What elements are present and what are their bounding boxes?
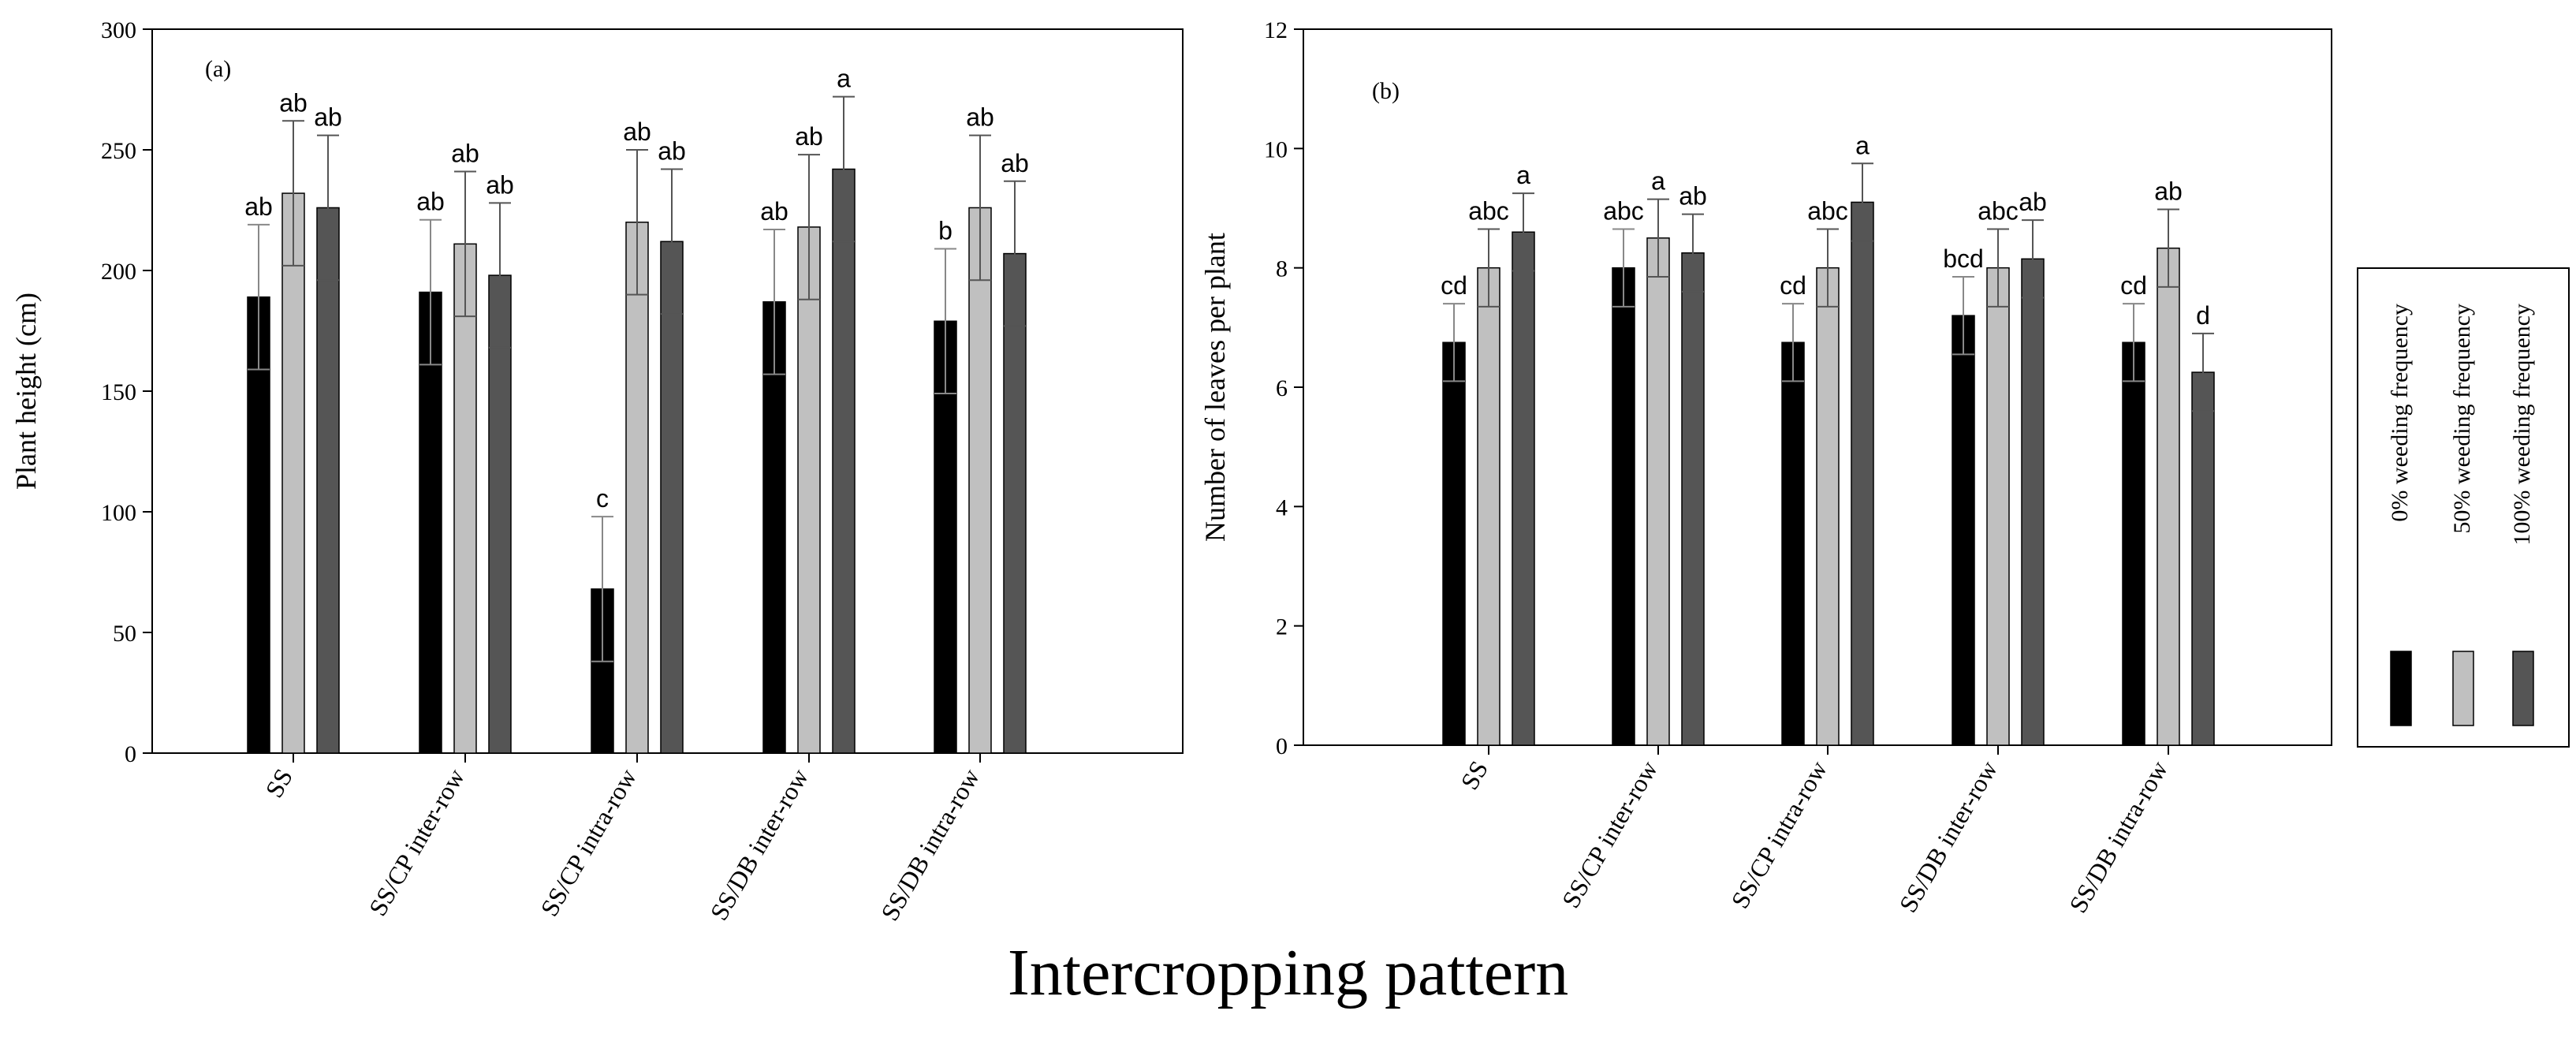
y-tick-label-b: 0 <box>1276 733 1288 759</box>
bar-b <box>1646 237 1670 746</box>
legend-swatch <box>2512 651 2534 726</box>
significance-letter-a: ab <box>795 122 823 151</box>
significance-letter-a: ab <box>623 118 651 146</box>
significance-letter-a: ab <box>416 188 445 216</box>
x-tick-label-b: SS/DB inter-row <box>1893 756 2003 918</box>
bar-b <box>1442 341 1466 746</box>
legend-swatch <box>2390 651 2412 726</box>
significance-letter-a: b <box>938 216 952 244</box>
significance-letter-b: d <box>2196 301 2210 330</box>
bar-b <box>2157 247 2180 746</box>
x-tick-label-b: SS/CP intra-row <box>1725 756 1832 913</box>
legend-label: 0% weeding frequency <box>2387 304 2413 522</box>
chart-panel-b: 0 2 4 6 8 10 12 Number of leaves per plant (b) SS… <box>1199 17 2332 918</box>
bar-a <box>797 226 821 754</box>
significance-letter-b: a <box>1651 167 1665 196</box>
y-tick-label-b: 4 <box>1276 494 1288 520</box>
y-tick-label-b: 12 <box>1264 17 1288 43</box>
y-tick-label-a: 200 <box>101 259 136 285</box>
x-tick-label-a: SS/DB inter-row <box>704 764 814 926</box>
y-tick-label-a: 300 <box>101 17 136 43</box>
bar-b <box>1477 267 1500 746</box>
x-tick-label-b: SS/CP inter-row <box>1556 756 1663 913</box>
x-tick-label-a: SS/CP inter-row <box>363 764 470 921</box>
significance-letter-a: ab <box>658 136 686 165</box>
y-tick-label-b: 10 <box>1264 136 1288 162</box>
bar-a <box>762 301 786 754</box>
bar-b <box>1512 231 1535 746</box>
significance-letter-a: ab <box>966 103 994 132</box>
bar-b <box>1781 341 1805 746</box>
significance-letter-a: ab <box>486 170 514 199</box>
bar-a <box>316 207 340 754</box>
significance-letter-b: a <box>1516 161 1530 189</box>
significance-letter-a: ab <box>244 192 273 221</box>
y-tick-label-b: 2 <box>1276 614 1288 640</box>
significance-letter-a: ab <box>279 88 308 117</box>
significance-letter-a: ab <box>760 197 788 226</box>
significance-letter-a: a <box>837 65 851 93</box>
legend-label: 100% weeding frequency <box>2509 304 2535 546</box>
panel-label-a: (a) <box>205 56 231 82</box>
y-tick-label-b: 6 <box>1276 375 1288 401</box>
bar-a <box>453 243 477 754</box>
x-tick-label-b: SS <box>1455 756 1493 795</box>
significance-letter-b: ab <box>1679 182 1707 211</box>
chart-panel-a: 0 50 100 150 200 250 300 Plant height (cm) (a) SS… <box>10 17 1184 926</box>
y-tick-label-a: 50 <box>113 621 136 647</box>
significance-letter-b: abc <box>1807 196 1848 225</box>
significance-letter-b: a <box>1855 131 1870 159</box>
significance-letter-b: ab <box>2019 188 2047 216</box>
bar-a <box>488 274 512 754</box>
significance-letter-b: cd <box>2120 271 2147 300</box>
bar-b <box>1986 267 2010 746</box>
x-tick-label-a: SS/CP intra-row <box>535 764 642 921</box>
significance-letter-b: ab <box>2154 177 2183 206</box>
significance-letter-b: cd <box>1780 271 1806 300</box>
bar-b <box>1851 201 1874 746</box>
x-tick-label-b: SS/DB intra-row <box>2063 756 2173 918</box>
x-tick-label-a: SS <box>259 764 298 803</box>
y-axis-label-b: Number of leaves per plant <box>1199 233 1231 542</box>
y-tick-label-a: 100 <box>101 500 136 526</box>
bar-a <box>625 222 649 754</box>
bar-a <box>832 168 856 754</box>
bar-b <box>2191 371 2215 746</box>
significance-letter-b: abc <box>1603 196 1644 225</box>
significance-letter-b: cd <box>1441 271 1467 300</box>
bar-a <box>660 241 684 754</box>
y-tick-label-b: 8 <box>1276 256 1288 282</box>
bar-a <box>247 296 270 754</box>
significance-letter-a: ab <box>314 103 342 132</box>
bar-a <box>1003 252 1027 754</box>
bar-b <box>1612 267 1635 746</box>
y-tick-label-a: 0 <box>125 741 136 767</box>
significance-letter-b: abc <box>1468 196 1509 225</box>
significance-letter-a: ab <box>451 140 479 168</box>
significance-letter-a: c <box>596 484 609 513</box>
bar-a <box>281 192 305 754</box>
panel-label-b: (b) <box>1372 78 1400 104</box>
bar-b <box>2021 258 2045 746</box>
bar-b <box>1681 252 1705 746</box>
y-tick-label-a: 250 <box>101 138 136 164</box>
y-tick-label-a: 150 <box>101 379 136 405</box>
bar-b <box>1816 267 1840 746</box>
shared-x-axis-title: Intercropping pattern <box>1007 936 1569 1009</box>
y-axis-label-a: Plant height (cm) <box>10 293 42 490</box>
significance-letter-b: bcd <box>1943 244 1984 273</box>
bar-b <box>2122 341 2145 746</box>
bar-a <box>968 207 992 754</box>
significance-letter-b: abc <box>1978 196 2019 225</box>
bar-b <box>1952 315 1975 746</box>
significance-letter-a: ab <box>1001 149 1029 177</box>
legend-swatch <box>2452 651 2474 726</box>
legend: 0% weeding frequency 50% weeding frequenc… <box>2357 267 2570 748</box>
x-tick-label-a: SS/DB intra-row <box>875 764 985 926</box>
legend-label: 50% weeding frequency <box>2449 304 2475 534</box>
